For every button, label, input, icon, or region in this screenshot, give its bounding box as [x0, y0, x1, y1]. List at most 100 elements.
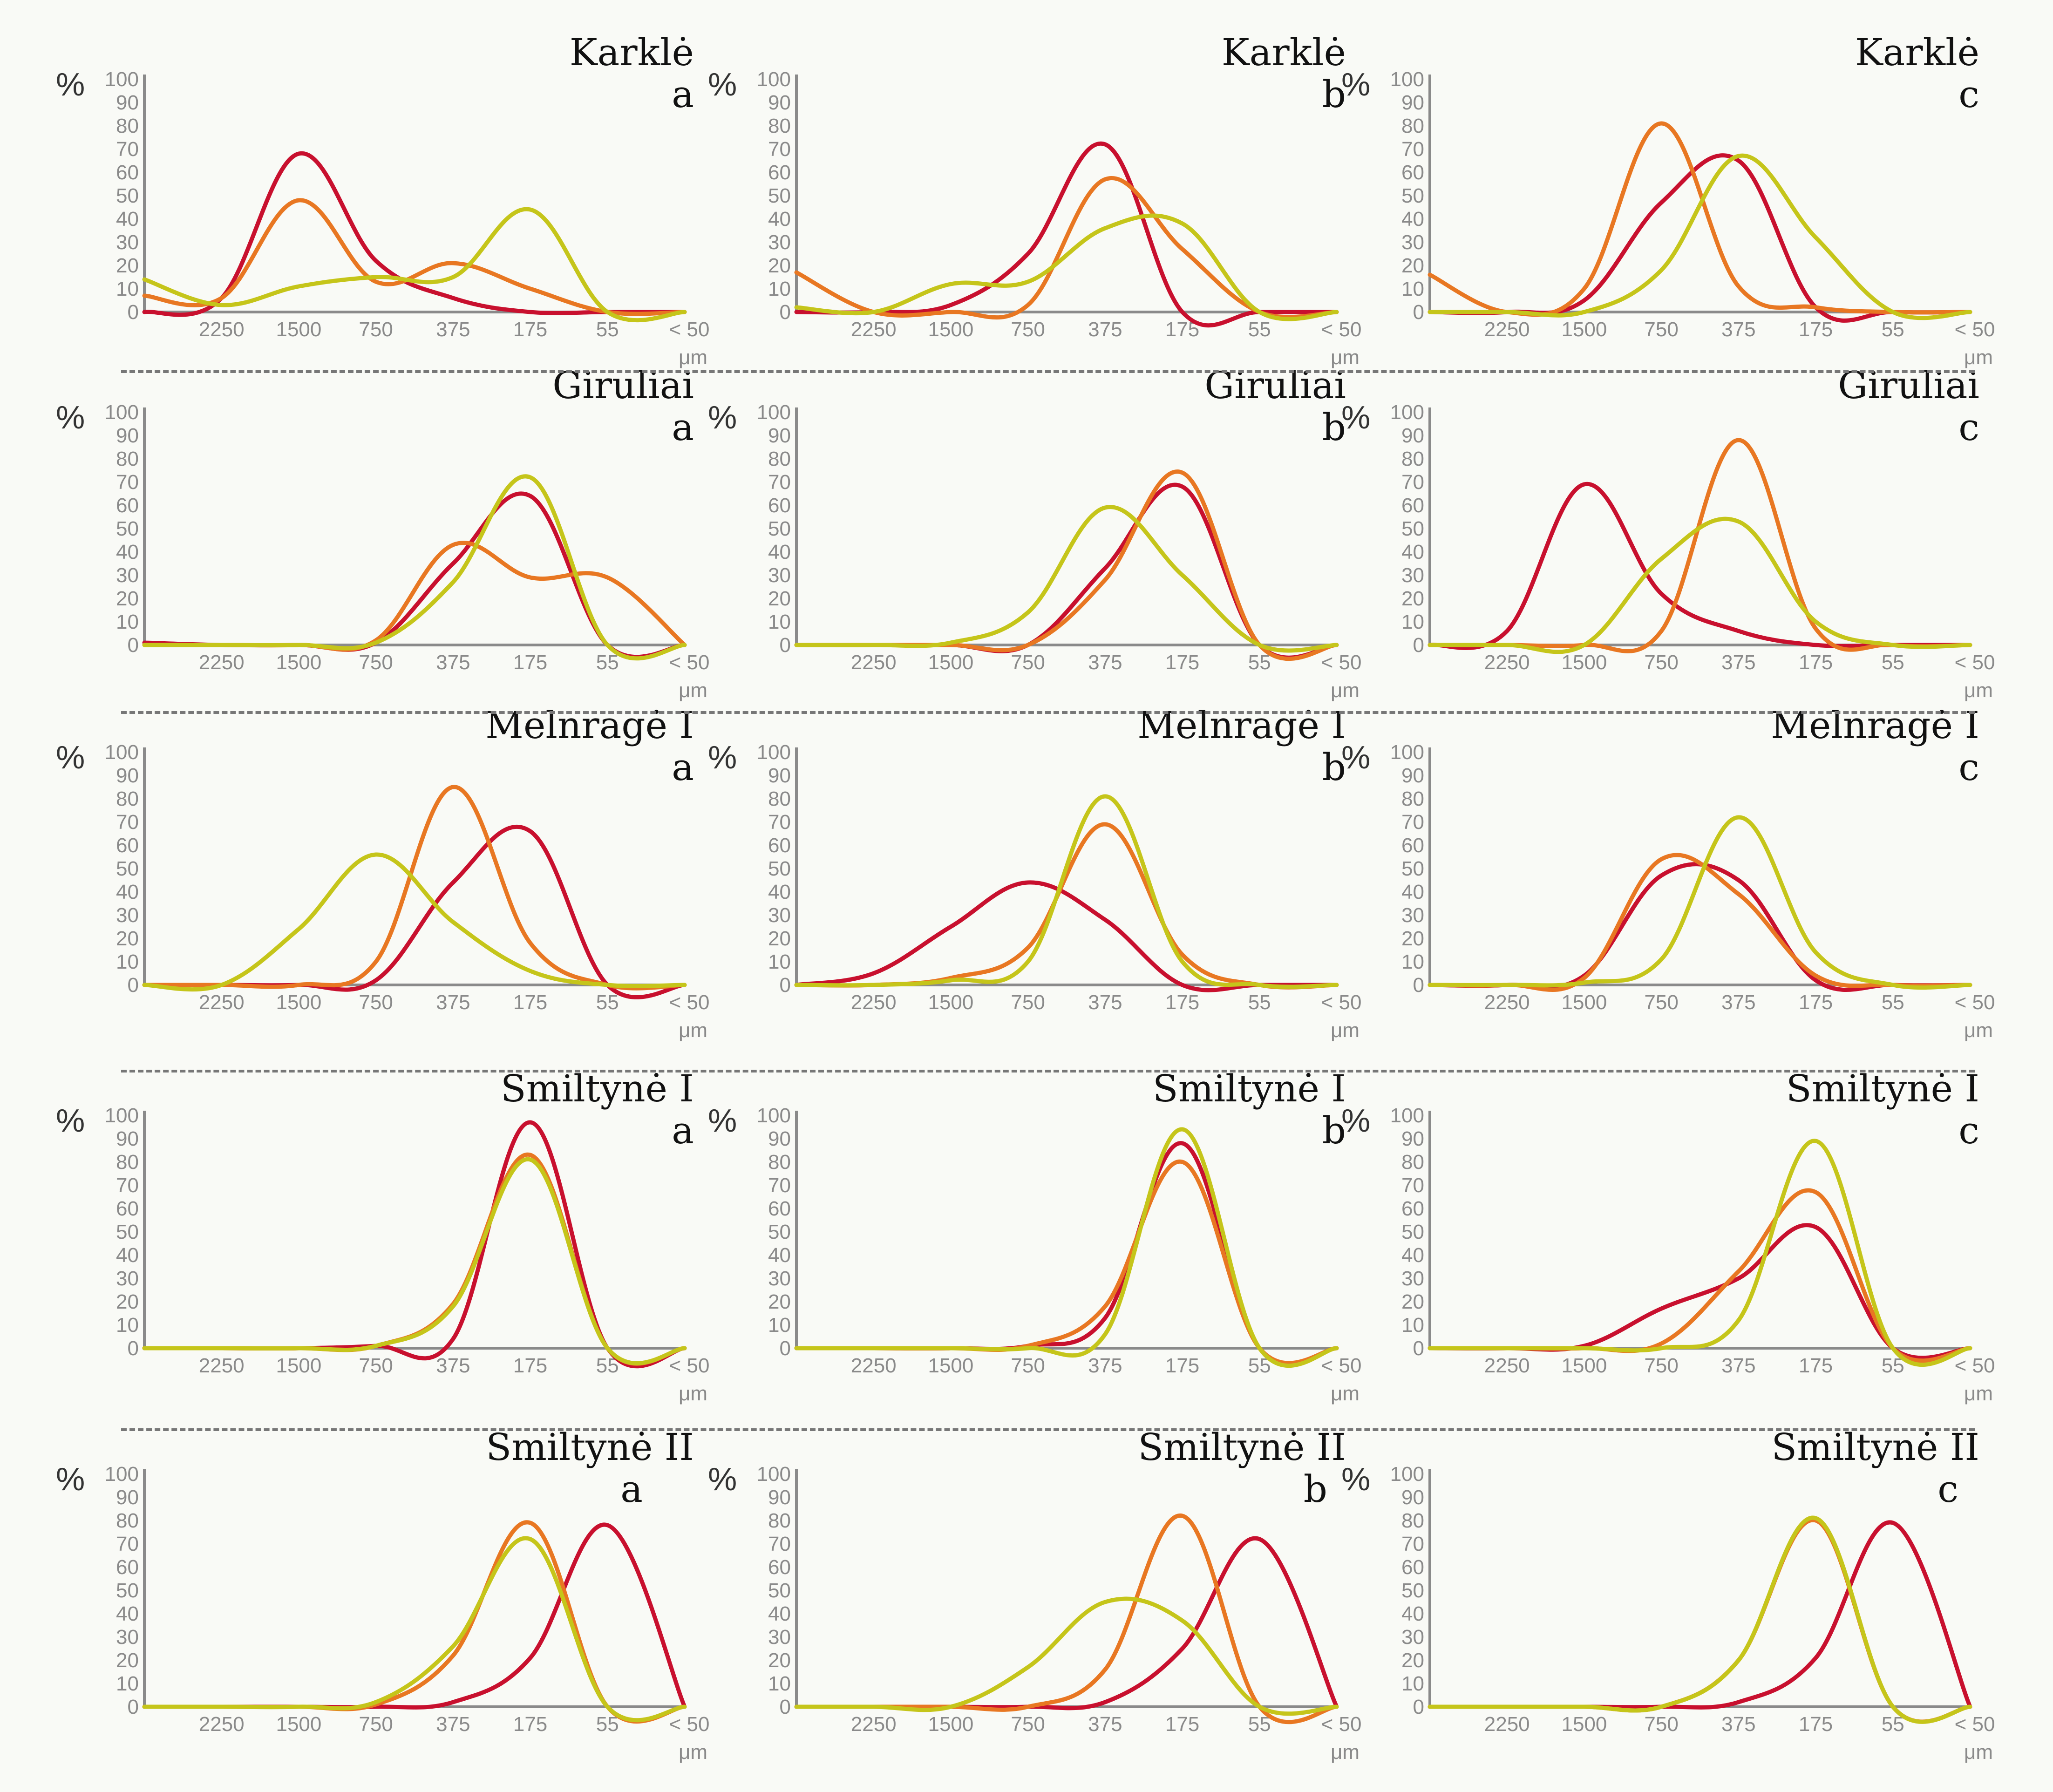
x-unit-label: μm [1964, 1019, 1993, 1042]
y-tick-label: 70 [768, 138, 791, 161]
y-tick-label: 40 [768, 208, 791, 231]
y-tick-label: 50 [768, 184, 791, 207]
x-unit-label: μm [679, 1741, 707, 1764]
x-tick-label: 1500 [1561, 1713, 1607, 1736]
series-line-yellow [794, 505, 1339, 653]
y-unit-label: % [708, 1461, 737, 1497]
panel-letter: b [1322, 73, 1346, 116]
x-tick-label: < 50 [1321, 318, 1362, 341]
y-tick-label: 30 [768, 1267, 791, 1290]
x-tick-label: 2250 [851, 1713, 897, 1736]
series-line-yellow [1428, 153, 1972, 320]
x-tick-label: 375 [1088, 1713, 1122, 1736]
x-tick-label: 375 [436, 1713, 470, 1736]
series-line-red [1428, 1520, 1972, 1710]
x-tick-label: 750 [1011, 318, 1045, 341]
x-unit-label: μm [679, 1019, 707, 1042]
y-tick-label: 10 [768, 278, 791, 300]
y-tick-label: 40 [116, 541, 139, 563]
x-tick-label: 2250 [851, 1354, 897, 1377]
panel-letter: b [1322, 1109, 1346, 1152]
y-tick-label: 30 [116, 564, 139, 587]
y-tick-label: 80 [1401, 1509, 1424, 1532]
y-tick-label: 50 [1401, 1221, 1424, 1243]
x-tick-label: 55 [596, 651, 619, 674]
y-tick-label: 80 [116, 1509, 139, 1532]
y-tick-label: 60 [1401, 161, 1424, 184]
y-tick-label: 30 [116, 1626, 139, 1649]
x-tick-label: 1500 [928, 1354, 973, 1377]
y-tick-label: 10 [768, 1672, 791, 1695]
series-line-orange [142, 1520, 687, 1724]
y-unit-label: % [1341, 739, 1370, 775]
y-tick-label: 100 [1390, 1463, 1424, 1486]
series-line-yellow [794, 1127, 1339, 1368]
x-tick-label: 1500 [1561, 651, 1607, 674]
y-tick-label: 40 [1401, 1244, 1424, 1267]
y-tick-label: 30 [116, 904, 139, 927]
y-tick-label: 0 [780, 301, 791, 324]
x-tick-label: 750 [1644, 1354, 1678, 1377]
y-tick-label: 60 [1401, 1556, 1424, 1579]
x-tick-label: 750 [359, 318, 393, 341]
x-tick-label: 55 [1882, 318, 1904, 341]
y-tick-label: 50 [116, 184, 139, 207]
series-line-red [794, 482, 1339, 660]
panel-letter: b [1322, 746, 1346, 789]
y-unit-label: % [1341, 1461, 1370, 1497]
y-tick-label: 40 [768, 541, 791, 563]
y-tick-label: 50 [1401, 1579, 1424, 1602]
y-tick-label: 60 [1401, 834, 1424, 857]
series-line-orange [1428, 438, 1972, 653]
y-tick-label: 60 [768, 494, 791, 517]
x-tick-label: < 50 [1321, 991, 1362, 1014]
y-tick-label: 60 [116, 161, 139, 184]
x-tick-label: 1500 [276, 991, 321, 1014]
series-line-red [1428, 482, 1972, 650]
y-tick-label: 40 [116, 1602, 139, 1625]
y-tick-label: 0 [1413, 974, 1424, 997]
x-tick-label: 2250 [1484, 651, 1530, 674]
y-tick-label: 100 [1390, 1104, 1424, 1127]
y-tick-label: 60 [768, 1197, 791, 1220]
y-tick-label: 0 [128, 634, 139, 657]
series-line-orange [142, 541, 687, 652]
panel-letter: c [1958, 73, 1979, 116]
x-tick-label: 750 [359, 1713, 393, 1736]
y-tick-label: 60 [768, 161, 791, 184]
y-tick-label: 50 [768, 517, 791, 540]
panel-title: Melnragė I [1771, 704, 1979, 747]
y-tick-label: 0 [128, 1337, 139, 1360]
y-tick-label: 50 [1401, 517, 1424, 540]
y-tick-label: 0 [1413, 1696, 1424, 1718]
series-line-red [794, 1536, 1339, 1711]
y-tick-label: 0 [780, 974, 791, 997]
y-tick-label: 90 [768, 91, 791, 114]
panel-letter: c [1958, 1109, 1979, 1152]
x-tick-label: 175 [1799, 651, 1833, 674]
y-tick-label: 70 [1401, 138, 1424, 161]
y-tick-label: 30 [116, 231, 139, 254]
panel-title: Karklė [570, 31, 694, 74]
y-tick-label: 10 [116, 1672, 139, 1695]
y-tick-label: 70 [116, 471, 139, 494]
series-line-yellow [1428, 815, 1972, 990]
y-tick-label: 60 [116, 494, 139, 517]
x-tick-label: < 50 [669, 318, 710, 341]
y-tick-label: 80 [1401, 115, 1424, 137]
x-unit-label: μm [1331, 1741, 1360, 1764]
y-tick-label: 10 [116, 1314, 139, 1337]
y-tick-label: 0 [1413, 634, 1424, 657]
y-tick-label: 40 [1401, 541, 1424, 563]
panel-title: Smiltynė II [486, 1425, 694, 1469]
x-tick-label: 375 [436, 318, 470, 341]
y-tick-label: 40 [768, 1602, 791, 1625]
y-tick-label: 50 [768, 857, 791, 880]
x-tick-label: 2250 [199, 991, 245, 1014]
x-unit-label: μm [1964, 1382, 1993, 1405]
x-tick-label: 750 [359, 651, 393, 674]
x-tick-label: 2250 [851, 991, 897, 1014]
y-unit-label: % [708, 399, 737, 435]
